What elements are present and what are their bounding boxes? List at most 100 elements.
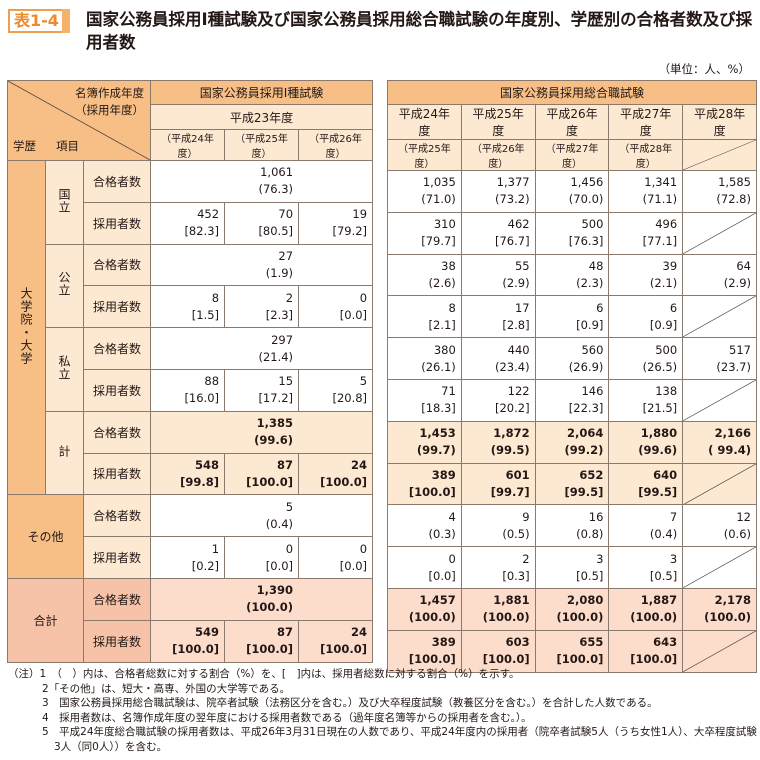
count-value: 138 [655,384,678,399]
percent-value: [100.0] [556,652,604,667]
merged-value-cell: 297 (21.4) [150,327,374,370]
value-cell: 2,064 (99.2) [534,420,610,464]
value-cell: 87 [100.0] [224,619,300,663]
count-value: 1,390 [256,583,294,598]
value-cell: 38 (2.6) [387,253,462,297]
empty-slash-cell [682,378,757,422]
table-row: 310 [79.7] 462 [76.7] 500 [76.3] 496 [77.1] [387,211,757,255]
count-value: 5 [285,499,294,514]
footnotes: （注）1 （ ）内は、合格者総数に対する割合（%）を、[ ]内は、採用者総数に対… [8,667,758,754]
item-hires: 採用者数 [82,201,152,245]
percent-value: [0.0] [265,558,294,573]
value-cell: 87 [100.0] [224,452,300,496]
count-value: 1,453 [419,426,456,441]
empty-slash-cell [682,211,757,255]
percent-value: [100.0] [408,652,456,667]
right-table-comprehensive-exam: 国家公務員採用総合職試験 平成24年度 平成25年度 平成26年度 平成27年度… [387,80,757,673]
table-row: 私立 合格者数 297 (21.4) [8,327,374,412]
value-cell: 6 [0.9] [534,295,610,339]
value-cell: 1,453 (99.7) [387,420,462,464]
value-cell: 39 (2.1) [608,253,684,297]
percent-value: (1.9) [265,265,294,280]
item-hires: 採用者数 [82,619,152,663]
value-cell: 1,872 (99.5) [460,420,536,464]
percent-value: [20.8] [332,391,368,406]
count-value: 48 [588,258,604,273]
percent-value: (26.9) [568,359,604,374]
table-row: 389 [100.0] 603 [100.0] 655 [100.0] 643 [100.0] [387,629,757,673]
note: 4 採用者数は、名簿作成年度の翌年度における採用者数である（過年度名簿等からの採… [42,711,532,724]
count-value: 310 [433,217,456,232]
count-value: 2,064 [567,426,604,441]
count-value: 655 [579,635,604,650]
percent-value: (73.2) [495,192,530,207]
count-value: 0 [285,541,294,556]
count-value: 517 [729,342,751,357]
table-row: 38 (2.6) 55 (2.9) 48 (2.3) 39 (2.1) 64 (2.9) [387,253,757,297]
count-value: 88 [204,374,220,389]
value-cell: 1,585 (72.8) [682,170,757,213]
empty-slash-cell [682,629,757,673]
count-value: 640 [653,467,678,482]
value-cell: 7 (0.4) [608,504,684,548]
percent-value: [79.7] [421,234,456,249]
left-table-type1-exam: 名簿作成年度 （採用年度） 学歴 項目 国家公務員採用Ⅰ種試験 平成23年度 （… [6,80,374,663]
value-cell: 640 [99.5] [608,462,684,506]
count-value: 297 [271,332,294,347]
count-value: 1 [211,541,220,556]
table-row: 1,457 (100.0) 1,881 (100.0) 2,080 (100.0) 1,88… [387,587,757,631]
percent-value: (71.1) [642,192,678,207]
value-cell: 2,080 (100.0) [534,587,610,631]
subgroup-label: 私立 [57,354,71,381]
item-passers: 合格者数 [82,327,152,370]
percent-value: (2.9) [723,275,751,290]
count-value: 389 [431,635,456,650]
subgroup-label: 国立 [57,187,71,214]
corner-education-label: 学歴 [13,139,36,153]
percent-value: [79.2] [332,224,368,239]
value-cell: 0 [0.0] [298,285,374,329]
count-value: 2,080 [567,593,604,608]
percent-value: [0.0] [339,558,368,573]
value-cell: 1 [0.2] [150,536,226,579]
percent-value: (99.2) [564,443,604,458]
unit-label: （単位：人、%） [658,62,750,76]
percent-value: [18.3] [421,401,456,416]
percent-value: [100.0] [482,652,530,667]
table-number-tag: 表1-4 [8,9,70,33]
value-cell: 55 (2.9) [460,253,536,297]
value-cell: 2 [0.3] [460,546,536,589]
percent-value: [0.0] [339,307,368,322]
table-row: その他 合格者数 5 (0.4) [7,494,374,579]
type1-exam-header: 国家公務員採用Ⅰ種試験 [150,80,374,105]
count-value: 5 [359,374,368,389]
subyear-header: （平成27年度） [534,139,610,171]
table-row: 389 [100.0] 601 [99.7] 652 [99.5] 640 [99.5] [387,462,757,506]
count-value: 71 [441,384,456,399]
subyear-header: （平成25年度） [387,139,462,171]
percent-value: [80.5] [258,224,294,239]
percent-value: [17.2] [258,391,294,406]
subgroup-cell: 計 [45,410,84,496]
percent-value: (2.1) [649,275,678,290]
percent-value: (0.4) [265,516,294,531]
percent-value: (2.9) [502,275,530,290]
percent-value: (76.3) [258,182,294,197]
percent-value: (26.5) [642,359,678,374]
percent-value: [99.5] [638,484,678,499]
percent-value: (100.0) [246,600,294,615]
count-value: 1,061 [260,165,294,180]
count-value: 39 [662,258,678,273]
table-row: 採用者数 549 [100.0] 87 [100.0] 24 [100.0] [8,619,374,663]
table-row: 計合格者数 1,385 (99.6) [8,410,374,496]
percent-value: (100.0) [556,610,604,625]
value-cell: 3 [0.5] [534,546,610,589]
percent-value: [0.9] [576,317,604,332]
count-value: 2,166 [714,426,751,441]
percent-value: (0.6) [723,526,751,541]
value-cell: 6 [0.9] [608,295,684,339]
percent-value: [99.7] [490,484,530,499]
percent-value: (99.6) [638,443,678,458]
item-hires: 採用者数 [82,536,152,579]
count-value: 1,035 [422,175,456,190]
